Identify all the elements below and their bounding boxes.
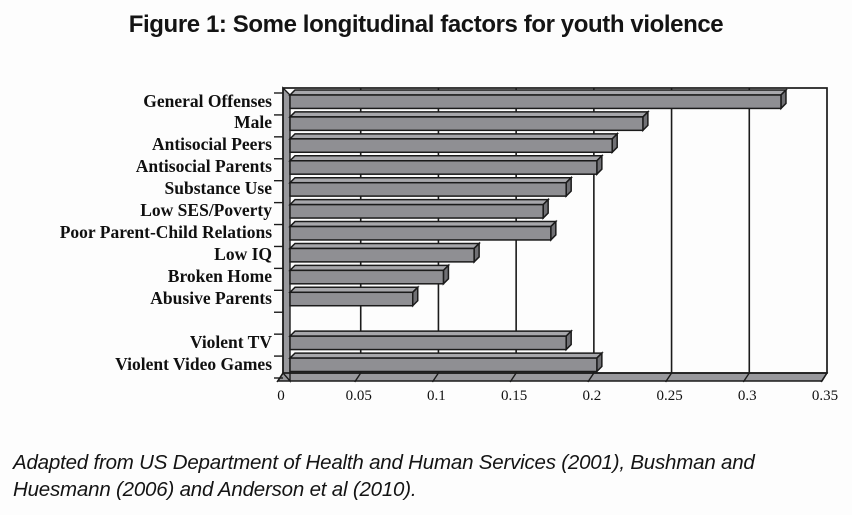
category-label-low-iq: Low IQ <box>214 243 272 264</box>
bar-top-abusive-parents <box>288 286 420 294</box>
bar-antisocial-peers <box>289 138 613 154</box>
bar-antisocial-parents <box>289 160 598 175</box>
category-label-substance-use: Substance Use <box>164 178 272 199</box>
bar-poor-parent-child-relations <box>289 225 552 241</box>
bar-top-violent-video-games <box>288 352 604 359</box>
x-axis-tick <box>509 372 517 383</box>
bar-violent-tv <box>289 335 567 351</box>
figure-caption: Adapted from US Department of Health and… <box>13 449 845 503</box>
category-label-broken-home: Broken Home <box>167 265 272 286</box>
bar-top-violent-tv <box>288 330 573 337</box>
category-label-antisocial-peers: Antisocial Peers <box>151 134 272 155</box>
caption-line-1: Adapted from US Department of Health and… <box>13 451 755 474</box>
bar-low-ses-poverty <box>289 203 544 219</box>
x-tick-label-0: 0 <box>277 388 285 404</box>
category-label-violent-tv: Violent TV <box>189 331 272 352</box>
category-label-abusive-parents: Abusive Parents <box>150 287 272 308</box>
bar-top-male <box>288 111 650 118</box>
bar-violent-video-games <box>289 357 598 373</box>
bar-low-iq <box>289 247 475 263</box>
x-tick-label-0.15: 0.15 <box>501 388 528 404</box>
category-label-general-offenses: General Offenses <box>143 90 272 111</box>
bar-broken-home <box>289 269 445 285</box>
plot-area <box>274 86 829 383</box>
bar-male <box>289 116 644 132</box>
plot-frame <box>282 87 828 374</box>
x-tick-label-0.35: 0.35 <box>811 388 839 404</box>
bar-substance-use <box>289 181 567 197</box>
category-label-poor-parent-child-relations: Poor Parent-Child Relations <box>59 222 272 243</box>
bar-top-broken-home <box>288 264 451 272</box>
bar-general-offenses <box>289 94 782 110</box>
category-label-male: Male <box>234 112 272 133</box>
x-axis-tick <box>354 372 362 383</box>
x-tick-label-0.25: 0.25 <box>656 388 683 404</box>
x-tick-label-0.05: 0.05 <box>345 388 372 404</box>
x-tick-label-0.1: 0.1 <box>427 388 446 404</box>
x-axis-tick <box>820 372 828 383</box>
x-tick-label-0.3: 0.3 <box>737 388 757 404</box>
x-axis-tick <box>431 372 440 383</box>
wall-3d <box>282 86 291 383</box>
x-tick-label-0.2: 0.2 <box>582 388 602 404</box>
category-label-low-ses-poverty: Low SES/Poverty <box>140 200 272 221</box>
category-label-antisocial-parents: Antisocial Parents <box>135 156 272 177</box>
category-label-empty <box>0 310 272 332</box>
x-axis-tick <box>742 372 750 383</box>
x-axis-tick <box>664 372 673 383</box>
caption-line-2: Huesmann (2006) and Anderson et al (2010… <box>13 478 417 501</box>
category-label-violent-video-games: Violent Video Games <box>115 353 272 374</box>
figure-title: Figure 1: Some longitudinal factors for … <box>128 11 724 38</box>
bar-top-general-offenses <box>288 89 788 96</box>
x-axis-tick <box>587 372 595 383</box>
bar-abusive-parents <box>289 291 414 307</box>
category-labels: General Offenses Male Antisocial Peers Anti… <box>0 0 272 400</box>
